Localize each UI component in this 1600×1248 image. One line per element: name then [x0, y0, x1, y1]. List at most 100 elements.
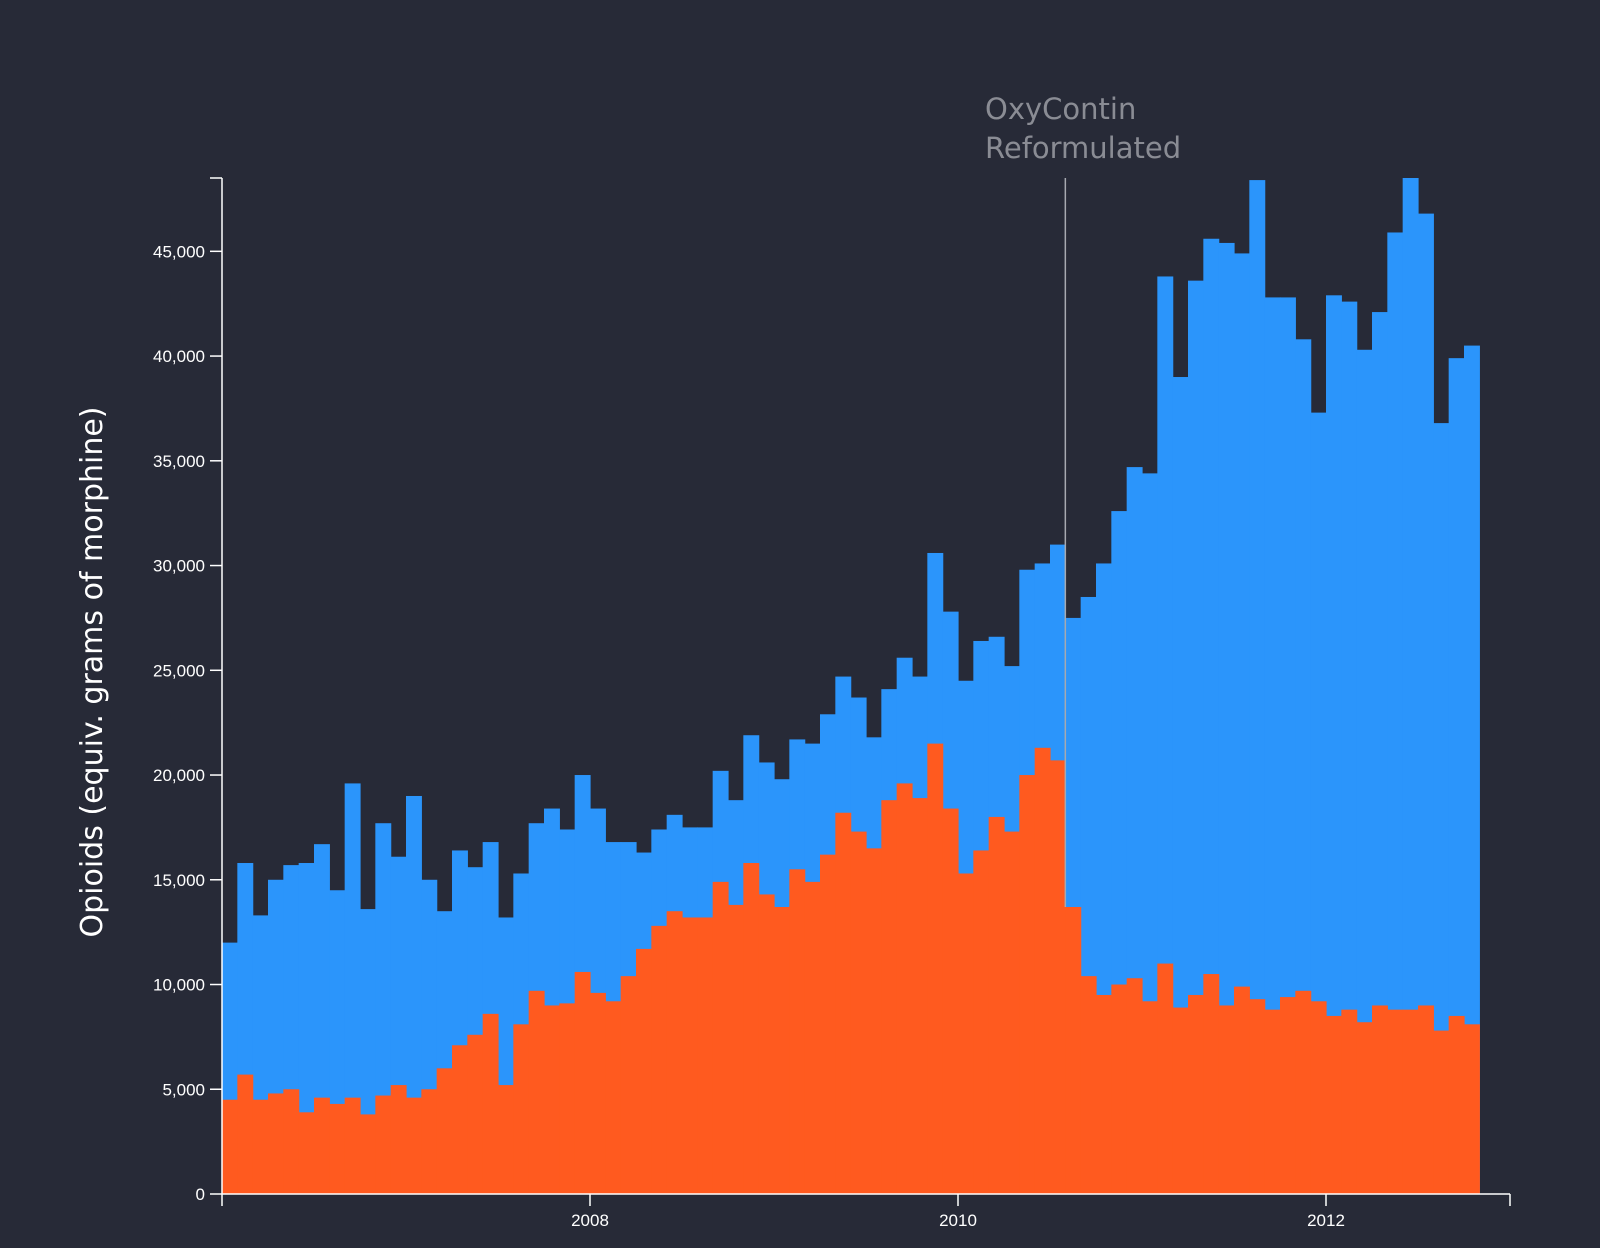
series-0-bar-2011-04	[1188, 280, 1204, 1194]
series-1-bar-2012-06	[1402, 1009, 1419, 1194]
y-tick-label-30000: 30,000	[153, 557, 205, 576]
x-tick-label-2008: 2008	[571, 1211, 609, 1230]
series-1-bar-2010-07	[1050, 760, 1066, 1194]
series-1-bar-2007-02	[421, 1089, 438, 1194]
series-0-bar-2011-12	[1310, 412, 1327, 1194]
series-1-bar-2012-02	[1341, 1009, 1358, 1194]
x-tick-label-2012: 2012	[1307, 1211, 1345, 1230]
series-1-bar-2006-05	[283, 1089, 300, 1194]
series-1-bar-2009-07	[866, 848, 882, 1194]
series-1-bar-2007-10	[544, 1005, 560, 1194]
series-1-bar-2008-02	[605, 1001, 622, 1194]
series-1-bar-2011-01	[1142, 1001, 1158, 1194]
series-1-bar-2010-03	[988, 816, 1005, 1194]
series-1-bar-2007-06	[482, 1013, 499, 1194]
series-0-bar-2011-08	[1249, 180, 1266, 1195]
series-1-bar-2006-04	[268, 1093, 284, 1194]
y-tick-label-40000: 40,000	[153, 347, 205, 366]
series-0-bar-2011-06	[1218, 242, 1235, 1194]
series-1-bar-2006-09	[344, 1097, 361, 1194]
series-1-bar-2011-11	[1295, 990, 1312, 1194]
series-1-bar-2006-06	[298, 1112, 315, 1194]
series-1-bar-2010-05	[1019, 775, 1036, 1194]
series-1-bar-2008-06	[666, 911, 683, 1194]
y-tick-label-10000: 10,000	[153, 976, 205, 995]
series-1-bar-2011-12	[1310, 1001, 1327, 1194]
series-1-bar-2007-04	[452, 1045, 468, 1194]
series-1-bar-2010-12	[1126, 978, 1143, 1194]
series-1-bar-2008-05	[651, 925, 668, 1194]
series-0-bar-2012-09	[1448, 358, 1465, 1194]
series-1-bar-2010-02	[973, 850, 990, 1194]
series-1-bar-2009-01	[774, 907, 790, 1194]
y-tick-label-15000: 15,000	[153, 871, 205, 890]
series-1-bar-2009-04	[820, 854, 836, 1194]
series-0-bar-2011-09	[1264, 297, 1281, 1194]
y-tick-label-45000: 45,000	[153, 242, 205, 261]
series-0-bar-2011-11	[1295, 339, 1312, 1194]
series-1-bar-2011-04	[1188, 994, 1204, 1194]
series-1	[222, 743, 1480, 1194]
series-1-bar-2006-11	[375, 1095, 392, 1194]
series-1-bar-2009-02	[789, 869, 806, 1194]
series-1-bar-2012-03	[1356, 1022, 1373, 1194]
series-1-bar-2008-07	[682, 917, 698, 1194]
series-1-bar-2010-10	[1096, 994, 1112, 1194]
y-axis-label: Opioids (equiv. grams of morphine)	[75, 406, 110, 937]
series-1-bar-2011-09	[1264, 1009, 1281, 1194]
series-1-bar-2012-09	[1448, 1015, 1465, 1194]
series-1-bar-2009-08	[881, 800, 898, 1194]
series-1-bar-2008-03	[620, 976, 637, 1194]
series-1-bar-2007-07	[498, 1085, 514, 1194]
series-0-bar-2012-05	[1387, 232, 1404, 1195]
series-1-bar-2006-03	[252, 1099, 269, 1194]
series-0-bar-2012-04	[1372, 312, 1388, 1194]
plot-area	[222, 178, 1480, 1195]
series-0-bar-2012-10	[1464, 345, 1480, 1195]
series-1-bar-2008-08	[697, 917, 714, 1194]
series-0-bar-2011-07	[1234, 253, 1250, 1194]
series-1-bar-2009-10	[912, 798, 928, 1194]
series-1-bar-2006-10	[360, 1114, 376, 1194]
series-0-bar-2012-07	[1418, 213, 1434, 1195]
series-1-bar-2008-01	[590, 992, 606, 1194]
series-0-bar-2011-03	[1172, 377, 1189, 1194]
series-1-bar-2011-02	[1157, 963, 1174, 1194]
annotation-line-1: OxyContin	[985, 92, 1136, 126]
series-1-bar-2007-09	[528, 990, 545, 1194]
series-0-bar-2006-09	[344, 783, 361, 1194]
series-1-bar-2010-11	[1111, 984, 1128, 1194]
series-1-bar-2006-08	[329, 1103, 346, 1194]
series-1-bar-2011-07	[1234, 986, 1250, 1194]
series-1-bar-2008-09	[712, 881, 729, 1194]
series-0-bar-2006-06	[298, 863, 315, 1194]
series-1-bar-2010-04	[1004, 831, 1020, 1194]
series-1-bar-2011-05	[1203, 974, 1220, 1194]
series-1-bar-2012-05	[1387, 1009, 1404, 1194]
series-1-bar-2008-10	[728, 904, 744, 1194]
series-1-bar-2012-01	[1326, 1015, 1342, 1194]
y-tick-label-25000: 25,000	[153, 661, 205, 680]
series-1-bar-2008-12	[758, 894, 775, 1194]
series-1-bar-2009-05	[835, 812, 852, 1194]
y-tick-label-20000: 20,000	[153, 766, 205, 785]
series-1-bar-2007-05	[467, 1034, 484, 1194]
series-1-bar-2012-07	[1418, 1005, 1434, 1194]
series-1-bar-2009-06	[850, 831, 867, 1194]
series-1-bar-2010-06	[1034, 747, 1051, 1194]
y-axis: 0 5,000 10,000 15,000 20,000 25,000 30,000 35,0…	[153, 177, 223, 1204]
series-1-bar-2011-06	[1218, 1005, 1235, 1194]
series-0-bar-2012-03	[1356, 349, 1373, 1194]
series-1-bar-2009-11	[927, 743, 944, 1194]
series-1-bar-2007-01	[406, 1097, 422, 1194]
series-1-bar-2007-08	[513, 1024, 530, 1194]
y-tick-label-35000: 35,000	[153, 452, 205, 471]
annotation-line-2: Reformulated	[985, 131, 1181, 165]
series-1-bar-2011-08	[1249, 999, 1266, 1194]
series-1-bar-2008-04	[636, 948, 652, 1194]
series-1-bar-2010-08	[1065, 907, 1082, 1194]
series-1-bar-2006-07	[314, 1097, 330, 1194]
series-0-bar-2012-06	[1402, 178, 1419, 1194]
series-1-bar-2007-11	[559, 1003, 576, 1194]
